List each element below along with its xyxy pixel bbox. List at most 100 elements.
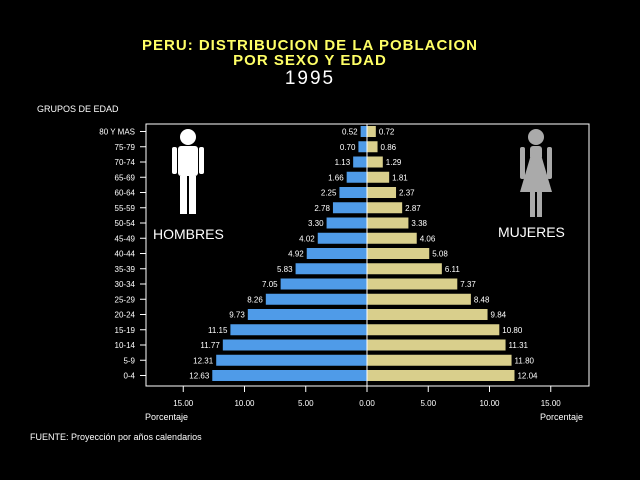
y-tick-label: 30-34 bbox=[115, 280, 136, 289]
y-axis-label: GRUPOS DE EDAD bbox=[37, 104, 119, 114]
data-label-women: 2.37 bbox=[399, 189, 415, 198]
x-tick-label: 10.00 bbox=[234, 399, 255, 408]
data-label-women: 7.37 bbox=[460, 280, 476, 289]
data-label-women: 10.80 bbox=[502, 326, 523, 335]
data-label-women: 9.84 bbox=[491, 311, 507, 320]
data-label-women: 5.08 bbox=[432, 250, 448, 259]
y-tick-label: 60-64 bbox=[115, 189, 136, 198]
chart-title: PERU: DISTRIBUCION DE LA POBLACION bbox=[142, 37, 478, 54]
data-label-men: 11.77 bbox=[200, 341, 220, 350]
source-note: FUENTE: Proyección por años calendarios bbox=[30, 432, 202, 442]
data-label-men: 7.05 bbox=[262, 280, 278, 289]
bar-men-15-19 bbox=[230, 324, 367, 336]
y-tick-label: 50-54 bbox=[115, 219, 136, 228]
bar-men-70-74 bbox=[353, 156, 367, 168]
y-tick-label: 25-29 bbox=[115, 295, 136, 304]
bar-men-55-59 bbox=[332, 202, 367, 214]
y-tick-label: 5-9 bbox=[123, 356, 135, 365]
y-tick-label: 35-39 bbox=[115, 265, 136, 274]
data-label-women: 3.38 bbox=[411, 219, 427, 228]
bar-women-60-64 bbox=[367, 187, 397, 198]
chart-year: 1995 bbox=[284, 68, 336, 89]
data-label-men: 4.92 bbox=[288, 250, 304, 259]
bar-men-80-y-mas bbox=[360, 126, 367, 137]
data-label-women: 11.80 bbox=[515, 356, 535, 365]
bar-men-10-14 bbox=[222, 339, 367, 351]
y-tick-label: 75-79 bbox=[115, 143, 136, 152]
y-tick-label: 80 Y MAS bbox=[99, 128, 135, 137]
data-label-men: 0.52 bbox=[342, 128, 358, 137]
bar-women-50-54 bbox=[367, 217, 409, 229]
data-label-men: 11.15 bbox=[208, 326, 228, 335]
series-label-women: MUJERES bbox=[498, 224, 565, 240]
bar-women-15-19 bbox=[367, 324, 500, 336]
data-label-women: 0.86 bbox=[381, 143, 397, 152]
bar-women-75-79 bbox=[367, 141, 378, 153]
bar-men-75-79 bbox=[358, 141, 367, 153]
bar-men-20-24 bbox=[247, 309, 367, 320]
data-label-women: 1.29 bbox=[386, 158, 402, 167]
bar-women-80-y-mas bbox=[367, 126, 376, 137]
x-tick-label: 10.00 bbox=[479, 399, 500, 408]
y-tick-label: 70-74 bbox=[115, 158, 136, 167]
x-axis-label-left: Porcentaje bbox=[145, 412, 189, 422]
bar-women-25-29 bbox=[367, 293, 471, 305]
data-label-women: 2.87 bbox=[405, 204, 421, 213]
y-tick-label: 10-14 bbox=[115, 341, 136, 350]
data-label-men: 1.13 bbox=[335, 158, 351, 167]
bar-men-40-44 bbox=[306, 248, 367, 259]
x-tick-label: 15.00 bbox=[541, 399, 562, 408]
data-label-men: 0.70 bbox=[340, 143, 356, 152]
bar-women-70-74 bbox=[367, 156, 383, 168]
bar-men-50-54 bbox=[326, 217, 367, 229]
data-label-women: 12.04 bbox=[517, 372, 538, 381]
bar-men-30-34 bbox=[280, 278, 367, 290]
data-label-women: 0.72 bbox=[379, 128, 395, 137]
data-label-men: 8.26 bbox=[247, 295, 263, 304]
x-axis-label-right: Porcentaje bbox=[540, 412, 584, 422]
bar-men-60-64 bbox=[339, 187, 367, 198]
data-label-women: 1.81 bbox=[392, 173, 408, 182]
data-label-men: 2.25 bbox=[321, 189, 337, 198]
y-tick-label: 65-69 bbox=[115, 173, 136, 182]
bar-men-25-29 bbox=[265, 293, 367, 305]
bar-women-35-39 bbox=[367, 263, 442, 275]
bar-men-35-39 bbox=[295, 263, 367, 275]
data-label-men: 3.30 bbox=[308, 219, 324, 228]
x-tick-label: 5.00 bbox=[298, 399, 314, 408]
y-tick-label: 0-4 bbox=[123, 372, 135, 381]
bar-women-45-49 bbox=[367, 232, 417, 244]
data-label-women: 6.11 bbox=[445, 265, 461, 274]
data-label-men: 5.83 bbox=[277, 265, 293, 274]
woman-figure-icon bbox=[520, 129, 552, 217]
data-label-men: 12.63 bbox=[189, 372, 210, 381]
y-tick-label: 40-44 bbox=[115, 250, 136, 259]
man-figure-icon bbox=[172, 129, 204, 214]
bar-men-5-9 bbox=[216, 354, 367, 366]
bar-women-0-4 bbox=[367, 370, 515, 381]
data-label-women: 8.48 bbox=[474, 295, 490, 304]
data-label-men: 2.78 bbox=[314, 204, 330, 213]
bar-men-65-69 bbox=[346, 171, 367, 183]
y-tick-label: 45-49 bbox=[115, 234, 136, 243]
x-tick-label: 5.00 bbox=[420, 399, 436, 408]
data-label-women: 4.06 bbox=[420, 234, 436, 243]
y-tick-label: 20-24 bbox=[115, 311, 136, 320]
bar-women-5-9 bbox=[367, 354, 512, 366]
bar-men-45-49 bbox=[317, 232, 367, 244]
data-label-men: 9.73 bbox=[229, 311, 245, 320]
y-tick-label: 15-19 bbox=[115, 326, 136, 335]
bar-women-10-14 bbox=[367, 339, 506, 351]
bar-women-30-34 bbox=[367, 278, 458, 290]
x-tick-label: 0.00 bbox=[359, 399, 375, 408]
data-label-men: 1.66 bbox=[328, 173, 344, 182]
y-tick-label: 55-59 bbox=[115, 204, 136, 213]
bar-women-55-59 bbox=[367, 202, 403, 214]
data-label-women: 11.31 bbox=[509, 341, 529, 350]
bar-women-65-69 bbox=[367, 171, 390, 183]
bar-women-20-24 bbox=[367, 309, 488, 320]
bar-men-0-4 bbox=[212, 370, 367, 381]
data-label-men: 4.02 bbox=[299, 234, 315, 243]
bar-women-40-44 bbox=[367, 248, 430, 259]
